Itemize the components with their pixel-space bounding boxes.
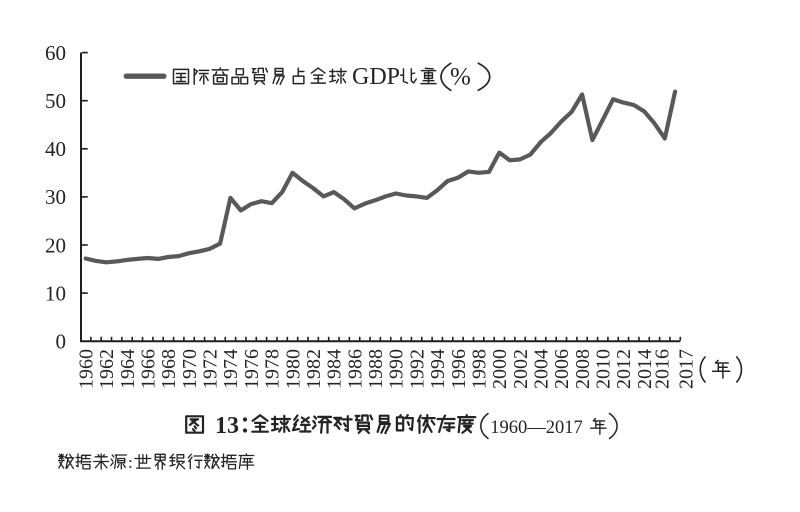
svg-text:1994: 1994: [427, 349, 449, 389]
svg-text:1974: 1974: [220, 349, 242, 389]
svg-text:1972: 1972: [200, 349, 222, 389]
svg-text:1990: 1990: [386, 349, 408, 389]
svg-text:2017: 2017: [675, 349, 697, 389]
svg-text:1986: 1986: [344, 349, 366, 389]
svg-text:2004: 2004: [531, 349, 553, 389]
svg-text:1960—2017: 1960—2017: [490, 418, 583, 438]
svg-text:GDP: GDP: [352, 64, 400, 90]
svg-text:1988: 1988: [365, 349, 387, 389]
svg-text:13: 13: [215, 413, 239, 439]
svg-text:1968: 1968: [158, 349, 180, 389]
svg-text:2010: 2010: [593, 349, 615, 389]
svg-text:1960: 1960: [76, 349, 98, 389]
svg-text:2006: 2006: [551, 349, 573, 389]
svg-text:1970: 1970: [179, 349, 201, 389]
svg-text:2014: 2014: [634, 349, 656, 389]
svg-text:0: 0: [56, 330, 67, 354]
svg-text:50: 50: [45, 89, 66, 113]
svg-text:1978: 1978: [262, 349, 284, 389]
svg-text:10: 10: [45, 281, 66, 305]
svg-text:2002: 2002: [510, 349, 532, 389]
svg-text:40: 40: [45, 137, 66, 161]
svg-text:1982: 1982: [303, 349, 325, 389]
svg-text:60: 60: [45, 41, 66, 65]
svg-text:2000: 2000: [489, 349, 511, 389]
svg-text:1962: 1962: [96, 349, 118, 389]
svg-text:20: 20: [45, 233, 66, 257]
svg-text:2016: 2016: [652, 349, 674, 389]
svg-text:1984: 1984: [324, 349, 346, 389]
svg-text:1980: 1980: [282, 349, 304, 389]
svg-text:30: 30: [45, 185, 66, 209]
svg-text:1964: 1964: [117, 349, 139, 389]
svg-text:1976: 1976: [241, 349, 263, 389]
svg-text:2012: 2012: [613, 349, 635, 389]
svg-text:2008: 2008: [572, 349, 594, 389]
svg-text::: :: [128, 453, 133, 472]
svg-text:1966: 1966: [138, 349, 160, 389]
svg-text:1992: 1992: [406, 349, 428, 389]
svg-text:1998: 1998: [468, 349, 490, 389]
svg-text:%: %: [450, 64, 471, 91]
svg-text:1996: 1996: [448, 349, 470, 389]
